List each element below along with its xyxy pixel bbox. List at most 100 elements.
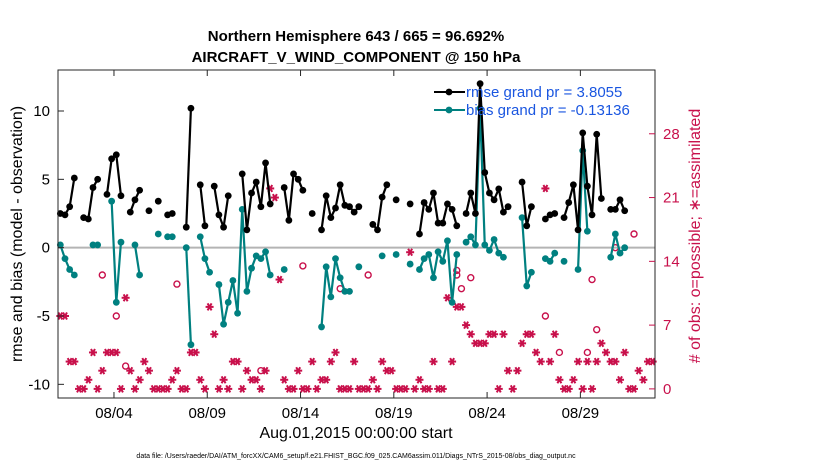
rmse-point (346, 203, 353, 211)
rmse-point (416, 230, 423, 238)
rmse-point (593, 130, 601, 138)
obs-assimilated-marker (140, 357, 149, 366)
obs-possible-marker (467, 274, 475, 282)
y-tick-label: -10 (28, 376, 50, 393)
rmse-point (332, 204, 339, 212)
rmse-point (187, 104, 195, 112)
rmse-point (504, 203, 512, 211)
bias-point (439, 257, 447, 265)
rmse-point (280, 184, 288, 191)
bias-point (266, 271, 274, 279)
obs-assimilated-marker (438, 384, 447, 393)
y-tick-label: -5 (37, 308, 50, 325)
obs-assimilated-marker (303, 384, 312, 393)
bias-point (523, 282, 531, 290)
bias-point (453, 251, 461, 258)
bias-line-segment (59, 244, 76, 276)
bias-point (56, 241, 64, 249)
obs-assimilated-marker (144, 366, 153, 375)
bias-point (481, 241, 489, 249)
rmse-line-segment (465, 82, 509, 215)
bias-point (378, 252, 386, 260)
rmse-point (374, 226, 381, 234)
bias-point (201, 255, 209, 262)
obs-possible-marker (457, 284, 466, 293)
rmse-point (439, 219, 447, 227)
obs-assimilated-marker (634, 366, 643, 375)
obs-possible-marker (121, 362, 130, 370)
bias-point (318, 323, 325, 331)
rmse-point (541, 215, 549, 223)
bias-point (448, 298, 456, 306)
rmse-point (224, 192, 232, 200)
rmse-point (378, 193, 386, 201)
rmse-point (136, 186, 144, 194)
rmse-point (299, 186, 307, 194)
obs-assimilated-marker (79, 384, 88, 393)
bias-line-segment (133, 244, 141, 276)
bias-series (56, 104, 629, 349)
bias-point (560, 257, 568, 265)
rmse-point (117, 192, 125, 200)
rmse-point (569, 181, 577, 189)
rmse-point (597, 195, 605, 202)
rmse-point (523, 222, 531, 230)
obs-assimilated-marker (513, 366, 522, 375)
obs-assimilated-marker (443, 293, 452, 302)
rmse-point (112, 151, 120, 159)
bias-point (280, 266, 288, 273)
rmse-point (257, 203, 265, 211)
bias-point (416, 266, 423, 273)
rmse-point (336, 181, 344, 189)
obs-assimilated-marker (233, 357, 242, 366)
bias-point (616, 249, 624, 257)
obs-assimilated-marker (508, 384, 517, 393)
rmse-line-segment (213, 185, 230, 229)
rmse-point (89, 184, 97, 191)
bias-point (518, 214, 526, 222)
plot-background (58, 70, 655, 398)
y-tick-label: 0 (42, 240, 50, 257)
rmse-point (84, 215, 92, 223)
legend-bias-label: bias grand pr = -0.13136 (466, 102, 630, 119)
obs-possible-marker (173, 280, 181, 288)
obs-assimilated-marker (200, 384, 209, 393)
obs-assimilated-marker (532, 348, 541, 357)
bias-point (327, 293, 335, 301)
obs-assimilated-marker (130, 384, 139, 393)
rmse-point (196, 181, 204, 189)
obs-assimilated-marker (555, 375, 564, 384)
obs-assimilated-marker (490, 330, 499, 339)
bias-point (257, 255, 265, 262)
y-right-axis-label: # of obs: o=possible; ∗=assimilated (687, 109, 704, 363)
bias-line-segment (185, 247, 193, 345)
obs-assimilated-marker (345, 384, 354, 393)
obs-assimilated-marker (168, 375, 177, 384)
bias-point (486, 247, 493, 254)
obs-assimilated-marker (196, 375, 205, 384)
bias-point (187, 341, 195, 349)
rmse-point (434, 219, 442, 227)
x-tick-label: 08/24 (468, 405, 506, 422)
bias-point (234, 309, 241, 317)
rmse-point (392, 196, 400, 204)
bias-point (546, 257, 554, 265)
obs-possible-marker (588, 275, 596, 284)
obs-assimilated-marker (322, 375, 331, 384)
chart-title-line2: AIRCRAFT_V_WIND_COMPONENT @ 150 hPa (192, 49, 522, 66)
rmse-point (574, 226, 582, 234)
rmse-line-segment (185, 108, 193, 228)
bias-point (117, 238, 125, 246)
bias-point (467, 233, 475, 241)
y-right-tick-label: 21 (663, 190, 680, 207)
rmse-point (420, 199, 428, 206)
bias-point (89, 241, 97, 249)
obs-assimilated-marker (289, 384, 298, 393)
obs-assimilated-marker (294, 366, 303, 375)
bias-point (406, 260, 414, 268)
rmse-point (448, 206, 456, 213)
rmse-point (294, 175, 302, 183)
rmse-point (500, 208, 507, 216)
obs-assimilated-marker (387, 366, 396, 375)
